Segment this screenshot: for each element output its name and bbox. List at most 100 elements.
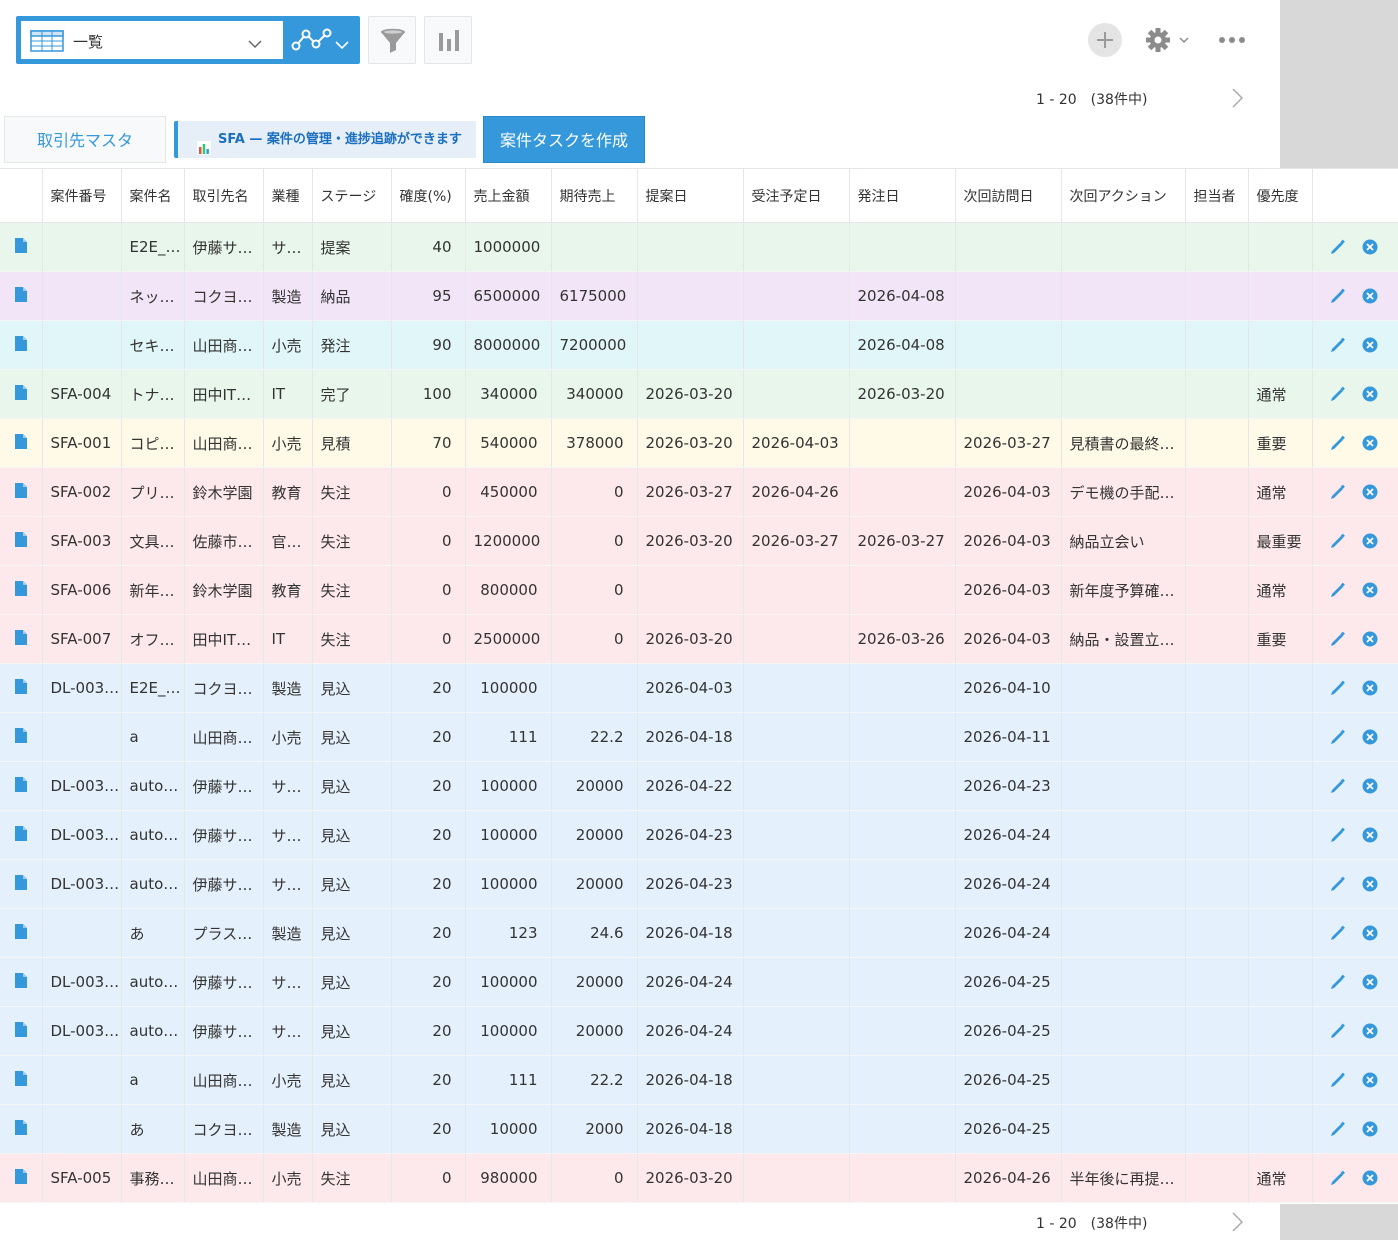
table-row[interactable]: DL-003… auto… 伊藤サ… サ… 見込 20 100000 20000 2026-04… (0, 810, 1398, 860)
row-detail-cell[interactable] (0, 222, 42, 272)
document-icon[interactable] (14, 482, 28, 503)
row-detail-cell[interactable] (0, 957, 42, 1007)
table-row[interactable]: ネッ… コクヨ… 製造 納品 95 6500000 6175000 2026-04-08 (0, 271, 1398, 321)
column-header-expected-order-date[interactable]: 受注予定日 (742, 168, 849, 223)
document-icon[interactable] (14, 1168, 28, 1189)
close-circle-icon[interactable] (1361, 385, 1379, 407)
table-row[interactable]: SFA-006 新年… 鈴木学園 教育 失注 0 800000 0 2026-04-03 新年度予… (0, 565, 1398, 615)
table-row[interactable]: DL-003… auto… 伊藤サ… サ… 見込 20 100000 20000 2026-04… (0, 761, 1398, 811)
document-icon[interactable] (14, 286, 28, 307)
column-header-order-date[interactable]: 発注日 (848, 168, 955, 223)
pencil-icon[interactable] (1329, 679, 1347, 701)
table-row[interactable]: DL-003… auto… 伊藤サ… サ… 見込 20 100000 20000 2026-04… (0, 1006, 1398, 1056)
table-row[interactable]: あプラス… 製造 見込 20 123 24.6 2026-04-18 2026-04-24 (0, 908, 1398, 958)
pencil-icon[interactable] (1329, 924, 1347, 946)
table-row[interactable]: あコクヨ… 製造 見込 20 10000 2000 2026-04-18 2026-04-25 (0, 1104, 1398, 1154)
row-detail-cell[interactable] (0, 516, 42, 566)
close-circle-icon[interactable] (1361, 532, 1379, 554)
close-circle-icon[interactable] (1361, 875, 1379, 897)
document-icon[interactable] (14, 531, 28, 552)
document-icon[interactable] (14, 727, 28, 748)
document-icon[interactable] (14, 874, 28, 895)
table-row[interactable]: SFA-007 オフ… 田中IT… IT 失注 0 2500000 0 2026-03-20 20… (0, 614, 1398, 664)
document-icon[interactable] (14, 433, 28, 454)
pencil-icon[interactable] (1329, 826, 1347, 848)
table-row[interactable]: DL-003… E2E_… コクヨ… 製造 見込 20 100000 2026-04-03 20… (0, 663, 1398, 713)
row-detail-cell[interactable] (0, 810, 42, 860)
table-row[interactable]: SFA-004 トナ… 田中IT… IT 完了 100 340000 340000 2026-0… (0, 369, 1398, 419)
table-row[interactable]: SFA-003 文具… 佐藤市… 官… 失注 0 1200000 0 2026-03-20 202… (0, 516, 1398, 566)
create-task-button[interactable]: 案件タスクを作成 (483, 116, 645, 163)
row-detail-cell[interactable] (0, 418, 42, 468)
column-header-industry[interactable]: 業種 (262, 168, 312, 223)
client-master-button[interactable]: 取引先マスタ (4, 116, 166, 163)
add-record-button[interactable] (1088, 23, 1122, 57)
pencil-icon[interactable] (1329, 434, 1347, 456)
row-detail-cell[interactable] (0, 712, 42, 762)
pencil-icon[interactable] (1329, 630, 1347, 652)
table-row[interactable]: セキ… 山田商… 小売 発注 90 8000000 7200000 2026-04-08 (0, 320, 1398, 370)
close-circle-icon[interactable] (1361, 1169, 1379, 1191)
pencil-icon[interactable] (1329, 1022, 1347, 1044)
close-circle-icon[interactable] (1361, 679, 1379, 701)
document-icon[interactable] (14, 972, 28, 993)
close-circle-icon[interactable] (1361, 630, 1379, 652)
row-detail-cell[interactable] (0, 1153, 42, 1203)
document-icon[interactable] (14, 384, 28, 405)
chevron-right-icon[interactable] (1228, 1211, 1248, 1237)
row-detail-cell[interactable] (0, 271, 42, 321)
pencil-icon[interactable] (1329, 385, 1347, 407)
view-select-dropdown[interactable]: 一覧 (21, 21, 283, 59)
row-detail-cell[interactable] (0, 320, 42, 370)
pencil-icon[interactable] (1329, 973, 1347, 995)
document-icon[interactable] (14, 776, 28, 797)
document-icon[interactable] (14, 923, 28, 944)
document-icon[interactable] (14, 1119, 28, 1140)
column-header-next-visit-date[interactable]: 次回訪問日 (954, 168, 1061, 223)
pencil-icon[interactable] (1329, 336, 1347, 358)
close-circle-icon[interactable] (1361, 1071, 1379, 1093)
settings-button[interactable] (1144, 25, 1194, 55)
column-header-proposal-date[interactable]: 提案日 (636, 168, 743, 223)
close-circle-icon[interactable] (1361, 1120, 1379, 1142)
pencil-icon[interactable] (1329, 483, 1347, 505)
close-circle-icon[interactable] (1361, 777, 1379, 799)
row-detail-cell[interactable] (0, 663, 42, 713)
pencil-icon[interactable] (1329, 238, 1347, 260)
graph-button[interactable] (424, 16, 472, 64)
column-header-expected-sales[interactable]: 期待売上 (550, 168, 637, 223)
document-icon[interactable] (14, 629, 28, 650)
close-circle-icon[interactable] (1361, 728, 1379, 750)
row-detail-cell[interactable] (0, 467, 42, 517)
row-detail-cell[interactable] (0, 369, 42, 419)
column-header-owner[interactable]: 担当者 (1184, 168, 1248, 223)
close-circle-icon[interactable] (1361, 924, 1379, 946)
table-row[interactable]: a 山田商… 小売 見込 20 111 22.2 2026-04-18 2026-04-11 (0, 712, 1398, 762)
sfa-banner[interactable]: SFA — 案件の管理・進捗追跡ができます (174, 121, 476, 158)
graph-view-button[interactable] (287, 21, 357, 59)
column-header-sales-amount[interactable]: 売上金額 (464, 168, 551, 223)
close-circle-icon[interactable] (1361, 826, 1379, 848)
table-row[interactable]: SFA-005 事務… 山田商… 小売 失注 0 980000 0 2026-03-20 2026… (0, 1153, 1398, 1203)
pencil-icon[interactable] (1329, 1169, 1347, 1191)
row-detail-cell[interactable] (0, 761, 42, 811)
close-circle-icon[interactable] (1361, 434, 1379, 456)
close-circle-icon[interactable] (1361, 287, 1379, 309)
pencil-icon[interactable] (1329, 287, 1347, 309)
close-circle-icon[interactable] (1361, 483, 1379, 505)
column-header-deal-name[interactable]: 案件名 (120, 168, 184, 223)
close-circle-icon[interactable] (1361, 581, 1379, 603)
table-row[interactable]: DL-003… auto… 伊藤サ… サ… 見込 20 100000 20000 2026-04… (0, 957, 1398, 1007)
row-detail-cell[interactable] (0, 565, 42, 615)
pencil-icon[interactable] (1329, 777, 1347, 799)
pencil-icon[interactable] (1329, 875, 1347, 897)
filter-button[interactable] (368, 16, 416, 64)
table-row[interactable]: E2E_… 伊藤サ… サ… 提案 40 1000000 (0, 222, 1398, 272)
pencil-icon[interactable] (1329, 532, 1347, 554)
pencil-icon[interactable] (1329, 1120, 1347, 1142)
table-row[interactable]: SFA-002 プリ… 鈴木学園 教育 失注 0 450000 0 2026-03-27 2026… (0, 467, 1398, 517)
table-row[interactable]: SFA-001 コピ… 山田商… 小売 見積 70 540000 378000 2026-03-… (0, 418, 1398, 468)
close-circle-icon[interactable] (1361, 336, 1379, 358)
row-detail-cell[interactable] (0, 614, 42, 664)
table-row[interactable]: a 山田商… 小売 見込 20 111 22.2 2026-04-18 2026-04-25 (0, 1055, 1398, 1105)
